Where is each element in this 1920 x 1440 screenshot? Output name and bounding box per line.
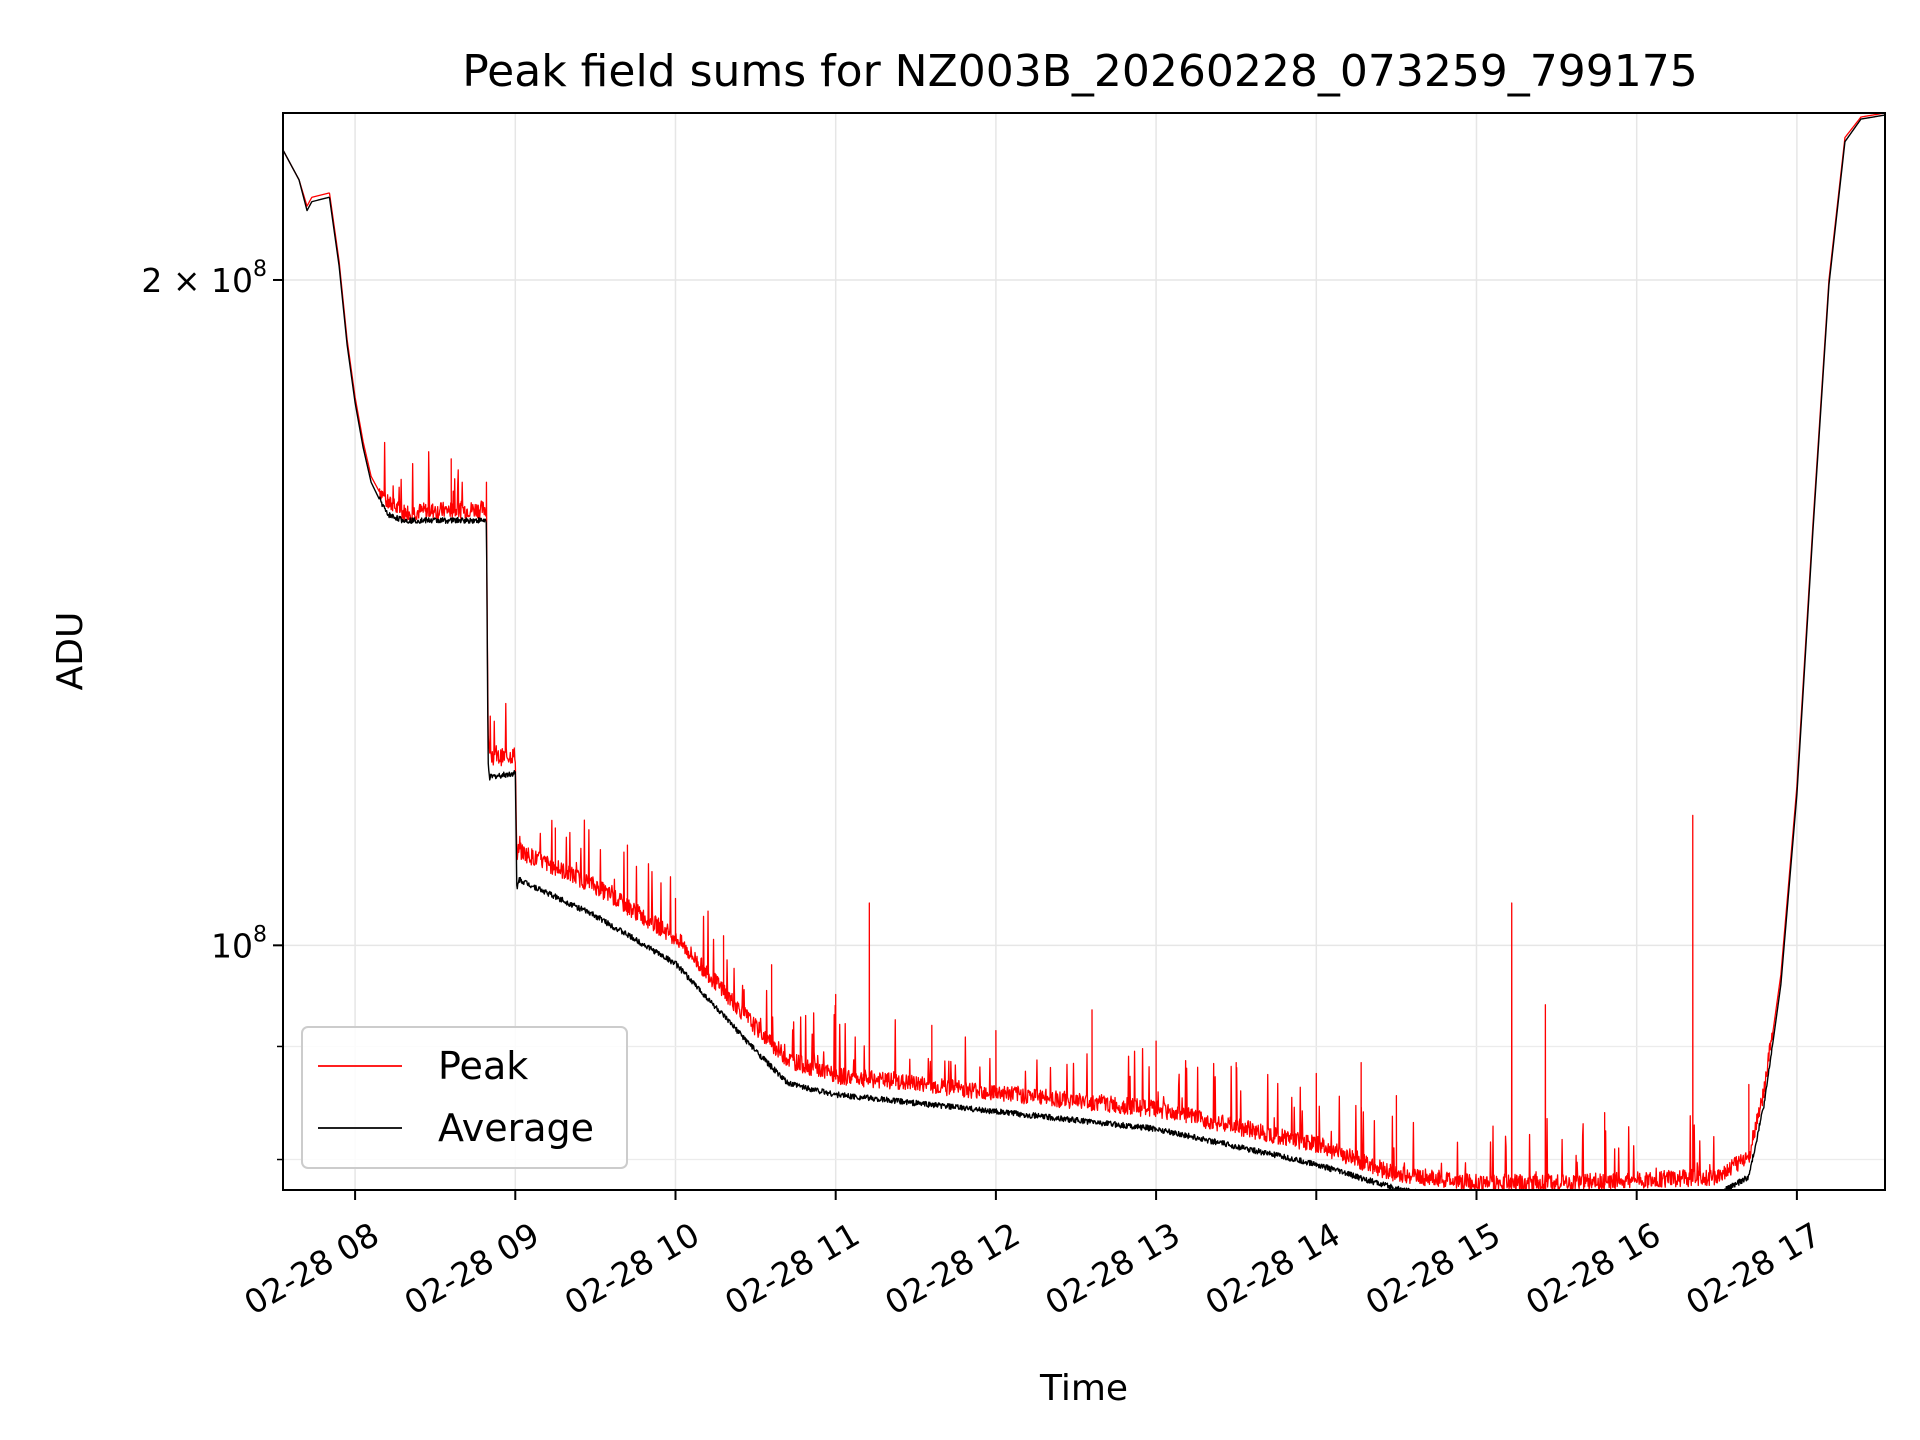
y-tick-base: 2 × 10: [141, 261, 253, 300]
series-average-line: [283, 114, 1885, 1190]
legend-average-label: Average: [438, 1106, 594, 1150]
grid: [283, 113, 1885, 1190]
series-peak-line: [283, 113, 1885, 1190]
y-tick-label: 2 × 108: [141, 257, 267, 300]
series-layer: [283, 113, 1885, 1190]
chart-title: Peak field sums for NZ003B_20260228_0732…: [462, 46, 1698, 97]
x-axis-label: Time: [1039, 1368, 1128, 1409]
legend: Peak Average: [301, 1026, 628, 1169]
y-tick-exponent: 8: [253, 922, 267, 947]
y-tick-exponent: 8: [253, 257, 267, 282]
y-tick-label: 108: [211, 922, 267, 965]
y-tick-base: 10: [211, 926, 253, 965]
legend-box: [301, 1026, 628, 1169]
plot-frame: [282, 112, 1886, 1191]
y-axis-label: ADU: [50, 612, 91, 691]
legend-peak-label: Peak: [438, 1044, 528, 1088]
